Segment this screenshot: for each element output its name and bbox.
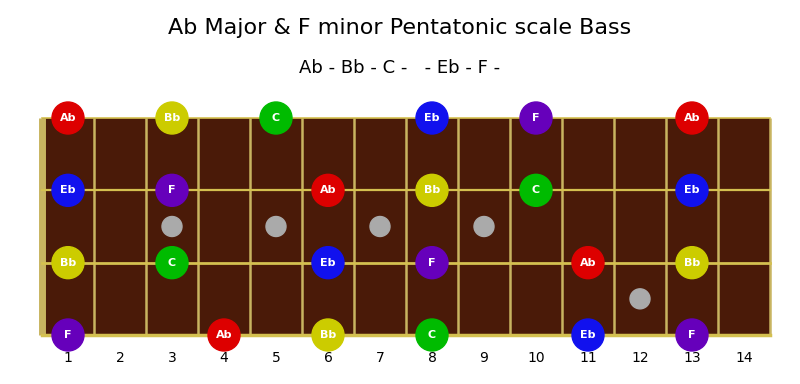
Text: 3: 3 — [168, 351, 176, 365]
Text: 11: 11 — [579, 351, 597, 365]
Circle shape — [416, 102, 448, 134]
Circle shape — [208, 319, 240, 351]
Circle shape — [416, 319, 448, 351]
Circle shape — [156, 174, 188, 206]
Text: Ab Major & F minor Pentatonic scale Bass: Ab Major & F minor Pentatonic scale Bass — [168, 18, 632, 38]
Text: Eb: Eb — [424, 113, 440, 123]
Text: 13: 13 — [683, 351, 701, 365]
Text: F: F — [532, 113, 540, 123]
Circle shape — [156, 102, 188, 134]
Text: Bb: Bb — [60, 258, 76, 268]
Text: C: C — [532, 185, 540, 195]
Bar — [42, 118, 770, 335]
Text: Ab: Ab — [684, 113, 700, 123]
Circle shape — [474, 217, 494, 237]
Text: 7: 7 — [376, 351, 384, 365]
Text: C: C — [428, 330, 436, 340]
Circle shape — [630, 289, 650, 309]
Circle shape — [52, 319, 84, 351]
Text: Bb: Bb — [164, 113, 180, 123]
Circle shape — [52, 174, 84, 206]
Text: C: C — [272, 113, 280, 123]
Text: 9: 9 — [479, 351, 489, 365]
Text: 8: 8 — [427, 351, 437, 365]
Circle shape — [52, 247, 84, 279]
Text: F: F — [64, 330, 72, 340]
Text: Ab: Ab — [580, 258, 596, 268]
Circle shape — [52, 102, 84, 134]
Text: 4: 4 — [220, 351, 228, 365]
Text: Ab - Bb - C -   - Eb - F -: Ab - Bb - C - - Eb - F - — [299, 59, 501, 77]
Circle shape — [312, 319, 344, 351]
Text: F: F — [688, 330, 696, 340]
Text: 5: 5 — [272, 351, 280, 365]
Circle shape — [370, 217, 390, 237]
Text: 12: 12 — [631, 351, 649, 365]
Circle shape — [266, 217, 286, 237]
Circle shape — [416, 247, 448, 279]
Text: 10: 10 — [527, 351, 545, 365]
Text: 2: 2 — [116, 351, 124, 365]
Circle shape — [312, 174, 344, 206]
Text: Bb: Bb — [684, 258, 700, 268]
Text: Eb: Eb — [60, 185, 76, 195]
Circle shape — [572, 319, 604, 351]
Circle shape — [312, 247, 344, 279]
Circle shape — [520, 174, 552, 206]
Circle shape — [156, 247, 188, 279]
Circle shape — [676, 319, 708, 351]
Text: Eb: Eb — [320, 258, 336, 268]
Text: 14: 14 — [735, 351, 753, 365]
Text: Ab: Ab — [320, 185, 336, 195]
Circle shape — [572, 247, 604, 279]
Circle shape — [676, 247, 708, 279]
Text: 1: 1 — [63, 351, 73, 365]
Circle shape — [676, 102, 708, 134]
Text: Eb: Eb — [684, 185, 700, 195]
Circle shape — [260, 102, 292, 134]
Text: Ab: Ab — [60, 113, 76, 123]
Text: C: C — [168, 258, 176, 268]
Text: 6: 6 — [323, 351, 333, 365]
Circle shape — [676, 174, 708, 206]
Text: Ab: Ab — [216, 330, 232, 340]
Text: F: F — [168, 185, 176, 195]
Text: Eb: Eb — [580, 330, 596, 340]
Circle shape — [162, 217, 182, 237]
Text: Bb: Bb — [424, 185, 440, 195]
Text: Bb: Bb — [320, 330, 336, 340]
Circle shape — [520, 102, 552, 134]
Circle shape — [416, 174, 448, 206]
Text: F: F — [428, 258, 436, 268]
